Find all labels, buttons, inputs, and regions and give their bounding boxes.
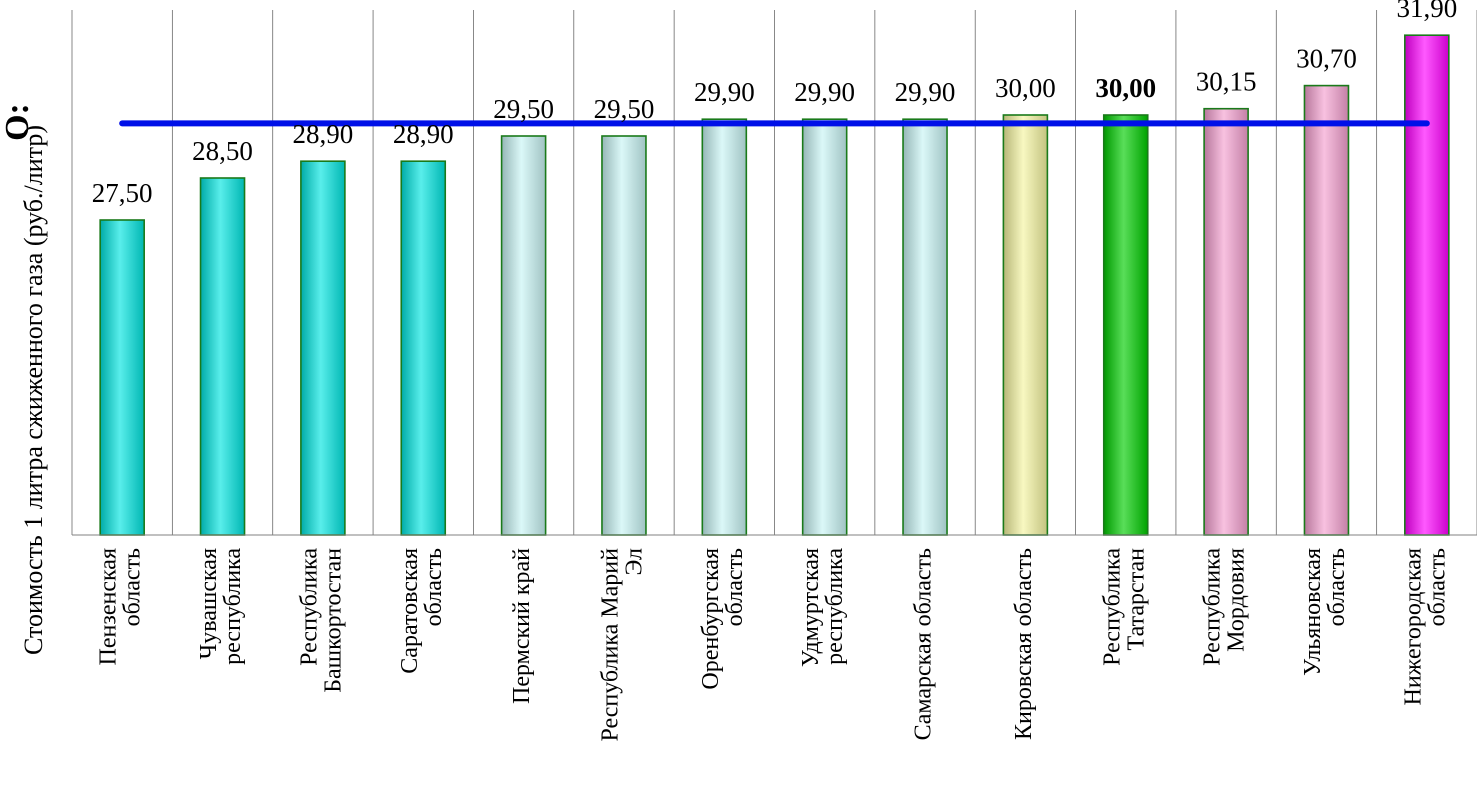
bar: [199, 177, 246, 536]
category-label-line: Пермский край: [509, 548, 535, 704]
bar: [1002, 114, 1049, 536]
category-label-line: область: [120, 548, 146, 626]
category-label-line: Эл: [621, 548, 647, 576]
value-label: 30,15: [1196, 67, 1257, 97]
value-label: 28,50: [192, 136, 253, 166]
category-label: Самарская область: [911, 548, 937, 740]
category-label-line: область: [722, 548, 748, 626]
category-label: Кировская область: [1011, 548, 1037, 740]
category-label-line: Башкортостан: [320, 548, 346, 693]
category-label: Пермский край: [509, 548, 535, 704]
bar: [1404, 34, 1450, 536]
value-label: 28,90: [393, 119, 454, 149]
grid-lines: [71, 10, 1477, 535]
category-label-line: Республика: [296, 548, 322, 666]
value-label: 31,90: [1396, 0, 1457, 23]
value-label: 29,50: [594, 94, 655, 124]
category-label-line: Республика: [1200, 548, 1226, 666]
value-label: 29,90: [794, 77, 855, 107]
category-label-line: Республика: [1099, 548, 1125, 666]
category-label-line: Удмуртская: [798, 548, 824, 667]
bar: [902, 118, 948, 536]
bar: [500, 135, 547, 536]
category-label-line: Чувашская: [196, 548, 222, 659]
category-label-line: Нижегородская: [1400, 548, 1426, 706]
category-label-line: республика: [220, 548, 246, 665]
category-label-line: республика: [822, 548, 848, 665]
bar: [601, 135, 647, 536]
bar: [801, 118, 848, 536]
category-label-line: Пензенская: [96, 548, 122, 665]
category-label-line: область: [421, 548, 447, 626]
category-label-line: область: [1424, 548, 1450, 626]
category-label-line: Оренбургская: [698, 548, 724, 690]
category-label-line: Самарская область: [911, 548, 937, 740]
value-label: 30,00: [995, 73, 1056, 103]
category-label-line: Саратовская: [397, 548, 423, 674]
value-label: 29,50: [493, 94, 554, 124]
bar: [99, 219, 145, 536]
value-label: 29,90: [694, 77, 755, 107]
y-axis-label: Стоимость 1 литра сжиженного газа (руб./…: [19, 125, 48, 655]
bar: [300, 160, 346, 536]
category-label-line: Мордовия: [1224, 548, 1250, 652]
value-label: 27,50: [92, 178, 153, 208]
value-label: 30,00: [1095, 73, 1156, 103]
cut-off-glyph: О:: [0, 103, 36, 141]
category-label-line: Татарстан: [1123, 548, 1149, 651]
value-label: 29,90: [895, 77, 956, 107]
bar: [701, 118, 748, 536]
bar: [1303, 84, 1350, 536]
category-label-line: Ульяновская: [1300, 548, 1326, 676]
value-labels: 27,50 28,50 28,90 28,90 29,50 29,50 29,90 29,90…: [92, 0, 1457, 208]
value-label: 30,70: [1296, 44, 1357, 74]
bar: [1102, 114, 1149, 536]
category-label-line: Кировская область: [1011, 548, 1037, 740]
category-label-line: область: [1324, 548, 1350, 626]
value-label: 28,90: [293, 119, 354, 149]
bars: [99, 34, 1450, 536]
bar: [400, 160, 447, 536]
category-label-line: Республика Марий: [597, 548, 623, 742]
bar: [1203, 107, 1249, 536]
